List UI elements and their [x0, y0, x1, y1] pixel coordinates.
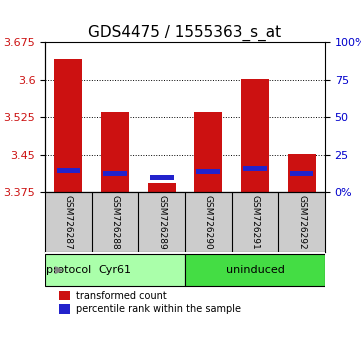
Bar	[194, 112, 222, 192]
Text: Cyr61: Cyr61	[99, 265, 131, 275]
Bar	[290, 171, 313, 176]
Bar	[150, 175, 174, 180]
Text: GSM726292: GSM726292	[297, 195, 306, 250]
Bar	[243, 166, 267, 171]
Bar	[101, 112, 129, 192]
Text: protocol: protocol	[46, 265, 91, 275]
Bar	[59, 304, 70, 314]
Text: transformed count: transformed count	[76, 291, 167, 301]
Text: uninduced: uninduced	[226, 265, 284, 275]
Text: GSM726290: GSM726290	[204, 195, 213, 250]
FancyBboxPatch shape	[185, 254, 325, 286]
Bar	[103, 171, 127, 176]
Bar	[59, 291, 70, 300]
Text: GSM726291: GSM726291	[251, 195, 260, 250]
Bar	[196, 169, 220, 174]
Bar	[148, 183, 176, 192]
Text: GSM726288: GSM726288	[110, 195, 119, 250]
Text: GSM726289: GSM726289	[157, 195, 166, 250]
Text: GSM726287: GSM726287	[64, 195, 73, 250]
Bar	[57, 168, 81, 173]
Bar	[241, 79, 269, 192]
Bar	[55, 59, 82, 192]
Bar	[288, 154, 316, 192]
Text: percentile rank within the sample: percentile rank within the sample	[76, 304, 241, 314]
Title: GDS4475 / 1555363_s_at: GDS4475 / 1555363_s_at	[88, 25, 282, 41]
FancyBboxPatch shape	[45, 254, 185, 286]
